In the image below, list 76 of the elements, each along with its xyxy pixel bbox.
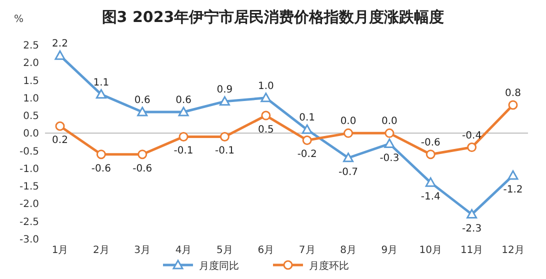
data-label: -0.3 (380, 152, 400, 164)
point (425, 177, 436, 187)
data-label: 0.0 (382, 116, 398, 128)
point (55, 121, 65, 131)
x-tick-label: 1月 (52, 245, 68, 256)
data-label: 0.6 (176, 95, 192, 106)
data-label: -1.4 (420, 192, 440, 203)
point (344, 128, 354, 138)
x-tick-label: 6月 (258, 245, 274, 256)
y-tick-label: -1.5 (19, 182, 39, 193)
point (384, 138, 395, 148)
point (260, 92, 272, 102)
point (466, 209, 478, 219)
data-label: 0.2 (52, 135, 68, 146)
point (261, 110, 271, 120)
y-tick-label: 0.5 (23, 111, 39, 122)
x-tick-label: 3月 (134, 245, 151, 256)
point (508, 170, 518, 180)
point (302, 135, 312, 145)
data-label: 1.1 (93, 77, 110, 88)
point (219, 96, 230, 106)
data-label: 0.8 (505, 88, 521, 99)
data-label: 0.5 (258, 124, 274, 136)
x-tick-label: 9月 (381, 245, 398, 256)
chart-title: 图3 2023年伊宁市居民消费价格指数月度涨跌幅度 (102, 8, 444, 26)
point (137, 106, 148, 116)
data-label: 2.2 (52, 38, 68, 50)
y-tick-label: -2.0 (19, 199, 39, 210)
point (96, 89, 106, 99)
y-tick-label: -3.0 (19, 234, 39, 246)
legend-label: 月度环比 (309, 260, 349, 272)
data-label: -0.2 (297, 149, 317, 160)
y-tick-label: -2.5 (19, 216, 39, 228)
data-label: 0.9 (216, 84, 233, 96)
y-tick-label: -1.0 (19, 164, 39, 175)
point (178, 106, 189, 116)
data-label: -0.6 (420, 137, 440, 148)
point (426, 150, 436, 160)
point (384, 128, 394, 138)
point (302, 124, 312, 134)
y-tick-label: 1.5 (23, 76, 39, 87)
y-tick-label: 1.0 (23, 93, 39, 104)
x-tick-label: 11月 (460, 245, 484, 256)
y-axis-title: % (14, 14, 24, 25)
data-label: 0.6 (134, 95, 150, 106)
x-tick-label: 12月 (502, 245, 524, 256)
y-tick-label: 2.0 (23, 58, 39, 70)
x-tick-label: 4月 (175, 245, 192, 256)
x-tick-label: 7月 (298, 245, 316, 256)
data-label: -0.1 (174, 146, 194, 157)
data-label: -0.6 (132, 163, 152, 174)
point (54, 50, 66, 60)
legend-label: 月度同比 (199, 260, 239, 272)
x-tick-label: 2月 (92, 245, 110, 256)
point (220, 132, 230, 142)
point (343, 152, 354, 162)
data-label: -0.6 (91, 163, 111, 174)
data-label: -0.7 (338, 166, 358, 178)
y-tick-label: 0.0 (23, 128, 39, 140)
point (508, 100, 518, 110)
point (178, 132, 188, 142)
x-tick-label: 5月 (216, 245, 233, 256)
data-label: 1.0 (258, 80, 274, 92)
data-label: -1.2 (503, 184, 523, 196)
point (96, 150, 106, 160)
y-tick-label: 2.5 (23, 40, 39, 52)
data-label: 0.0 (340, 116, 356, 128)
x-tick-label: 10月 (419, 245, 442, 256)
data-label: -0.1 (214, 146, 234, 157)
y-tick-label: -0.5 (19, 146, 39, 158)
data-label: -0.4 (462, 130, 482, 142)
x-tick-label: 8月 (340, 245, 356, 256)
data-label: -2.3 (462, 223, 482, 234)
point (138, 150, 148, 160)
data-label: 0.1 (299, 112, 316, 124)
point (467, 142, 477, 152)
